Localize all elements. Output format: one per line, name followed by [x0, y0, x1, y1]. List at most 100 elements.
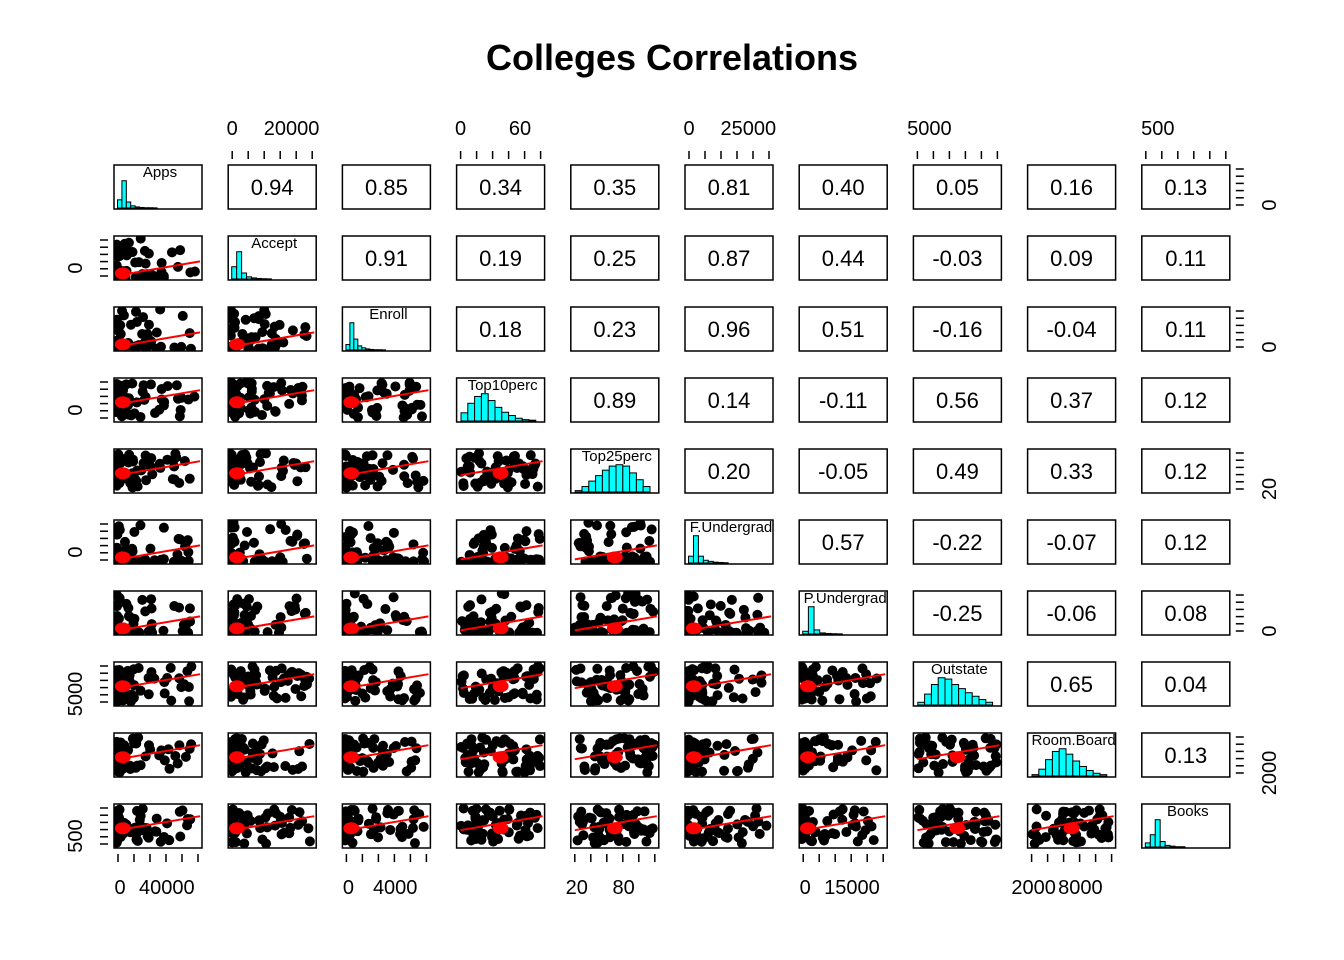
panel-7-5	[684, 661, 774, 707]
panel-frame	[684, 590, 774, 636]
panel-1-6: 0.44	[798, 235, 888, 281]
scatter-points	[342, 804, 429, 848]
scatter-point	[238, 742, 249, 753]
panel-8-0	[113, 732, 203, 778]
scatter-point	[127, 378, 138, 389]
scatter-point	[505, 553, 516, 564]
scatter-point	[496, 738, 507, 749]
panel-frame	[1026, 661, 1117, 707]
panel-2-0	[113, 306, 203, 352]
correlation-ellipse	[685, 622, 702, 635]
smooth-line	[232, 544, 315, 561]
panel-8-9: 0.13	[1141, 732, 1231, 778]
scatter-point	[138, 380, 149, 391]
scatter-points	[114, 520, 201, 564]
variable-name: P.Undergrad	[804, 590, 887, 607]
tick-label: 0	[1259, 625, 1281, 636]
correlation-ellipse	[492, 551, 509, 564]
panel-frame	[341, 732, 432, 778]
scatter-point	[254, 471, 265, 482]
scatter-point	[832, 671, 843, 682]
scatter-point	[525, 450, 536, 461]
scatter-point	[127, 454, 138, 465]
panel-6-4	[570, 590, 660, 636]
histogram-bar	[494, 406, 503, 422]
scatter-point	[415, 399, 426, 410]
scatter-point	[857, 678, 868, 689]
scatter-point	[169, 342, 180, 351]
panel-6-5	[684, 590, 774, 636]
scatter-point	[146, 453, 157, 464]
panel-5-8: -0.07	[1026, 519, 1117, 565]
scatter-point	[509, 666, 520, 677]
scatter-point	[400, 556, 411, 564]
scatter-point	[499, 692, 510, 703]
scatter-point	[290, 684, 301, 695]
smooth-line	[574, 673, 657, 690]
scatter-point	[531, 665, 542, 676]
smooth-line	[346, 389, 429, 406]
panel-8-6	[798, 732, 888, 778]
scatter-point	[470, 813, 481, 824]
scatter-point	[158, 831, 169, 842]
smooth-line	[232, 615, 315, 632]
variable-name: Top10perc	[468, 377, 539, 394]
correlation-ellipse	[800, 822, 816, 835]
smooth-line	[688, 673, 772, 690]
scatter-point	[752, 747, 763, 758]
scatter-point	[634, 679, 645, 690]
scatter-point	[230, 837, 241, 848]
scatter-point	[575, 592, 586, 603]
correlation-ellipse	[114, 267, 131, 280]
scatter-points	[114, 307, 201, 351]
scatter-point	[363, 757, 374, 768]
scatter-point	[254, 457, 265, 468]
scatter-point	[228, 689, 236, 700]
scatter-point	[583, 520, 594, 528]
panel-5-9: 0.12	[1141, 519, 1231, 565]
panel-3-3: Top10perc	[455, 377, 546, 423]
scatter-point	[294, 807, 305, 818]
histogram-bar	[514, 417, 523, 422]
scatter-point	[937, 759, 948, 770]
scatter-point	[822, 816, 833, 827]
panel-frame	[341, 377, 432, 423]
tick-label: 500	[65, 819, 87, 852]
panel-frame	[570, 448, 660, 494]
scatter-point	[605, 520, 616, 531]
scatter-point	[985, 733, 996, 744]
correlation-ellipse	[800, 751, 816, 764]
panel-frame	[113, 448, 203, 494]
panel-frame	[570, 164, 660, 210]
scatter-point	[722, 627, 733, 635]
panel-frame	[227, 306, 317, 352]
scatter-point	[723, 809, 734, 820]
scatter-point	[476, 668, 487, 679]
panel-frame	[227, 661, 317, 707]
panel-frame	[684, 732, 774, 778]
scatter-point	[849, 689, 860, 700]
correlation-ellipse	[343, 396, 360, 409]
scatter-point	[177, 310, 188, 321]
panel-frame	[570, 661, 660, 707]
scatter-point	[868, 835, 879, 846]
scatter-point	[169, 601, 180, 612]
scatter-point	[133, 733, 144, 743]
scatter-point	[753, 592, 764, 603]
panel-2-3: 0.18	[455, 306, 546, 352]
tick-label: 0	[800, 877, 811, 899]
scatter-point	[304, 836, 315, 847]
scatter-point	[257, 554, 268, 564]
panel-0-8: 0.16	[1026, 164, 1117, 210]
scatter-point	[820, 831, 831, 842]
correlation-ellipse	[685, 751, 702, 764]
scatter-point	[229, 522, 240, 533]
scatter-point	[369, 685, 380, 696]
histogram-bar	[702, 559, 709, 564]
correlation-value: 0.44	[822, 246, 865, 271]
scatter-point	[158, 522, 169, 533]
scatter-point	[348, 612, 359, 623]
panel-4-8: 0.33	[1026, 448, 1117, 494]
scatter-point	[171, 380, 182, 391]
scatter-point	[150, 826, 161, 837]
